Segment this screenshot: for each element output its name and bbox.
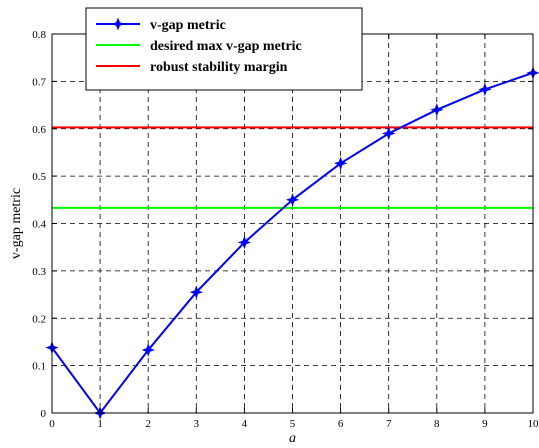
ticks: 0 1 2 3 4 5 6 7 8 9 10 0 0.1 0.2 0.3 0.4 0.5 0.6 0.7 0.8 bbox=[32, 29, 539, 430]
x-tick-label: 7 bbox=[386, 418, 392, 430]
x-tick-label: 1 bbox=[97, 418, 103, 430]
y-tick-label: 0.3 bbox=[32, 266, 46, 278]
data-point-v-gap-metric bbox=[430, 103, 444, 117]
legend: v-gap metric desired max v-gap metric robu… bbox=[85, 7, 363, 91]
x-tick-label: 9 bbox=[482, 418, 488, 430]
y-tick-label: 0.7 bbox=[32, 76, 46, 88]
x-tick-label: 8 bbox=[434, 418, 440, 430]
x-axis-label: a bbox=[289, 431, 296, 446]
y-tick-label: 0.2 bbox=[32, 313, 46, 325]
y-tick-label: 0.5 bbox=[32, 171, 46, 183]
data-point-v-gap-metric bbox=[237, 235, 252, 250]
data-point-v-gap-metric bbox=[285, 193, 300, 207]
y-tick-label: 0.1 bbox=[32, 361, 46, 373]
x-tick-label: 10 bbox=[528, 418, 539, 430]
data-point-v-gap-metric bbox=[382, 126, 396, 141]
grid bbox=[52, 34, 533, 413]
y-tick-label: 0 bbox=[41, 408, 47, 420]
x-tick-label: 4 bbox=[242, 418, 248, 430]
y-tick-label: 0.4 bbox=[32, 219, 46, 231]
legend-entry-label: v-gap metric bbox=[150, 18, 226, 33]
data-point-v-gap-metric bbox=[189, 285, 203, 299]
data-point-v-gap-metric bbox=[478, 82, 492, 97]
data-point-v-gap-metric bbox=[333, 156, 348, 170]
x-tick-label: 5 bbox=[290, 418, 296, 430]
legend-entry-label: desired max v-gap metric bbox=[150, 39, 302, 54]
data-point-v-gap-metric bbox=[141, 343, 155, 357]
legend-box bbox=[85, 7, 363, 91]
x-tick-label: 3 bbox=[194, 418, 200, 430]
legend-marker bbox=[111, 17, 125, 31]
x-tick-label: 2 bbox=[145, 418, 151, 430]
y-tick-label: 0.6 bbox=[32, 124, 46, 136]
y-tick-label: 0.8 bbox=[32, 29, 46, 41]
x-tick-label: 6 bbox=[338, 418, 344, 430]
x-tick-label: 0 bbox=[49, 418, 55, 430]
legend-entry-label: robust stability margin bbox=[150, 60, 288, 75]
y-axis-label: v-gap metric bbox=[9, 188, 24, 259]
